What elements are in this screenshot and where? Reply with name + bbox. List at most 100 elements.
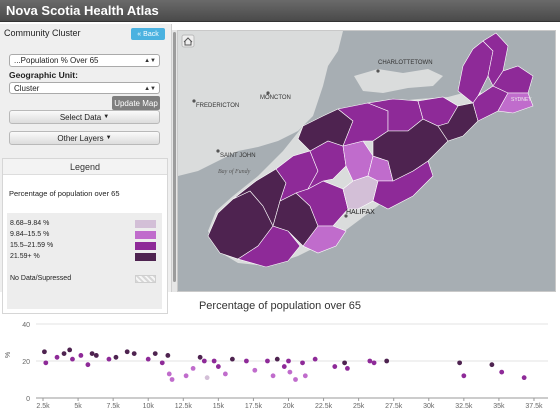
legend-item: 15.5–21.59 % [10, 242, 158, 251]
map-label-sydney: SYDNEY [511, 97, 532, 103]
x-tick-label: 22.5k [315, 403, 333, 410]
x-tick-label: 25k [353, 403, 365, 410]
legend-swatch [135, 242, 156, 250]
app-title: Nova Scotia Health Atlas [6, 3, 159, 18]
back-button[interactable]: « Back [131, 28, 165, 40]
data-point [332, 364, 338, 369]
indicator-select[interactable]: ...Population % Over 65 ▲▼ [9, 54, 160, 67]
app-title-bar: Nova Scotia Health Atlas [0, 0, 560, 22]
map-label-bay-of-fundy: Bay of Fundy [218, 168, 251, 175]
city-dot [344, 214, 348, 218]
data-point [215, 364, 221, 369]
x-tick-label: 20k [283, 403, 295, 410]
select-arrows-icon: ▲▼ [144, 86, 156, 92]
data-point [270, 373, 276, 379]
caret-down-icon: ▼ [103, 114, 110, 120]
region-south-shore [302, 225, 347, 254]
x-tick-label: 27.5k [385, 403, 403, 410]
geo-unit-select-value: Cluster [14, 83, 40, 93]
geo-unit-select[interactable]: Cluster ▲▼ [9, 82, 160, 94]
city-dot [266, 91, 270, 95]
scrollbar-thumb[interactable] [173, 32, 176, 282]
data-point [67, 347, 73, 353]
update-map-button[interactable]: Update Map [112, 96, 160, 110]
data-point [145, 356, 151, 362]
map-label-fredericton: FREDERICTON [196, 103, 239, 109]
map-label-moncton: MONCTON [260, 95, 291, 101]
scatter-chart: Percentage of population over 65 0 20 40 2… [0, 296, 560, 411]
y-axis-ticks: 0 20 40 [22, 322, 30, 403]
y-axis-label: % [5, 352, 12, 358]
city-dot [376, 69, 380, 73]
data-point [371, 360, 377, 366]
data-point [61, 351, 67, 356]
select-arrows-icon: ▲▼ [144, 58, 156, 64]
legend-swatch [135, 220, 156, 228]
select-data-button[interactable]: Select Data ▼ [9, 110, 160, 124]
map-label-halifax: HALIFAX [346, 209, 375, 216]
map-canvas[interactable]: CHARLOTTETOWN FREDERICTON MONCTON SAINT … [178, 31, 556, 292]
data-point [312, 356, 318, 362]
data-point [54, 354, 60, 360]
data-point [106, 356, 112, 362]
other-layers-label: Other Layers [57, 133, 104, 143]
data-point [113, 354, 119, 360]
geo-unit-label: Geographic Unit: [9, 70, 78, 80]
home-icon [183, 37, 193, 46]
x-tick-label: 12.5k [175, 403, 193, 410]
data-point [293, 377, 298, 382]
data-point [183, 373, 189, 379]
legend-panel: Legend Percentage of population over 65 … [2, 158, 168, 314]
data-point [281, 364, 287, 369]
legend-item-label: 21.59+ % [10, 253, 40, 260]
other-layers-button[interactable]: Other Layers ▼ [9, 131, 160, 145]
data-point [190, 366, 196, 371]
x-tick-label: 37.5k [525, 403, 543, 410]
chart-title: Percentage of population over 65 [198, 300, 362, 312]
data-point [85, 362, 91, 368]
data-point [211, 358, 217, 364]
map-label-saint-john: SAINT JOHN [220, 153, 256, 159]
data-point [384, 358, 390, 364]
indicator-select-value: ...Population % Over 65 [14, 56, 99, 65]
data-point [152, 351, 158, 356]
legend-title: Legend [3, 159, 167, 175]
data-point [124, 349, 130, 355]
x-tick-label: 2.5k [36, 403, 50, 410]
x-tick-label: 5k [74, 403, 82, 410]
data-point [244, 358, 249, 364]
x-tick-label: 35k [493, 403, 505, 410]
data-point [499, 369, 505, 375]
chart-grid [36, 323, 548, 399]
data-point [166, 371, 172, 377]
data-point [287, 369, 293, 375]
data-point [342, 360, 348, 366]
city-dot [216, 149, 220, 153]
data-point [367, 358, 373, 364]
legend-item: 21.59+ % [10, 253, 158, 262]
y-tick-label: 40 [22, 322, 30, 329]
data-point [229, 356, 235, 362]
x-tick-label: 10k [143, 403, 155, 410]
city-dot [192, 99, 196, 103]
panel-title: Community Cluster [4, 28, 81, 38]
scatter-plot: 0 20 40 2.5k 5k 7.5k 10k 12.5k 15k 17.5k 20k 22.5k… [5, 322, 548, 410]
legend-swatch [135, 231, 156, 239]
legend-swatch [135, 253, 156, 261]
caret-down-icon: ▼ [105, 135, 112, 141]
x-tick-label: 7.5k [107, 403, 121, 410]
land-new-brunswick [178, 31, 343, 176]
region-guysborough [372, 118, 449, 182]
data-point [252, 367, 258, 373]
data-point [345, 366, 350, 371]
y-tick-label: 20 [22, 359, 30, 366]
scatter-points [42, 347, 527, 382]
data-point [42, 349, 47, 355]
data-point [286, 358, 291, 364]
legend-subtitle: Percentage of population over 65 [9, 189, 120, 198]
legend-item-label: 9.84–15.5 % [10, 231, 50, 238]
map-view[interactable]: CHARLOTTETOWN FREDERICTON MONCTON SAINT … [177, 30, 556, 292]
sidebar-scrollbar[interactable] [172, 30, 177, 292]
data-point [222, 371, 228, 377]
map-label-charlottetown: CHARLOTTETOWN [378, 60, 433, 66]
